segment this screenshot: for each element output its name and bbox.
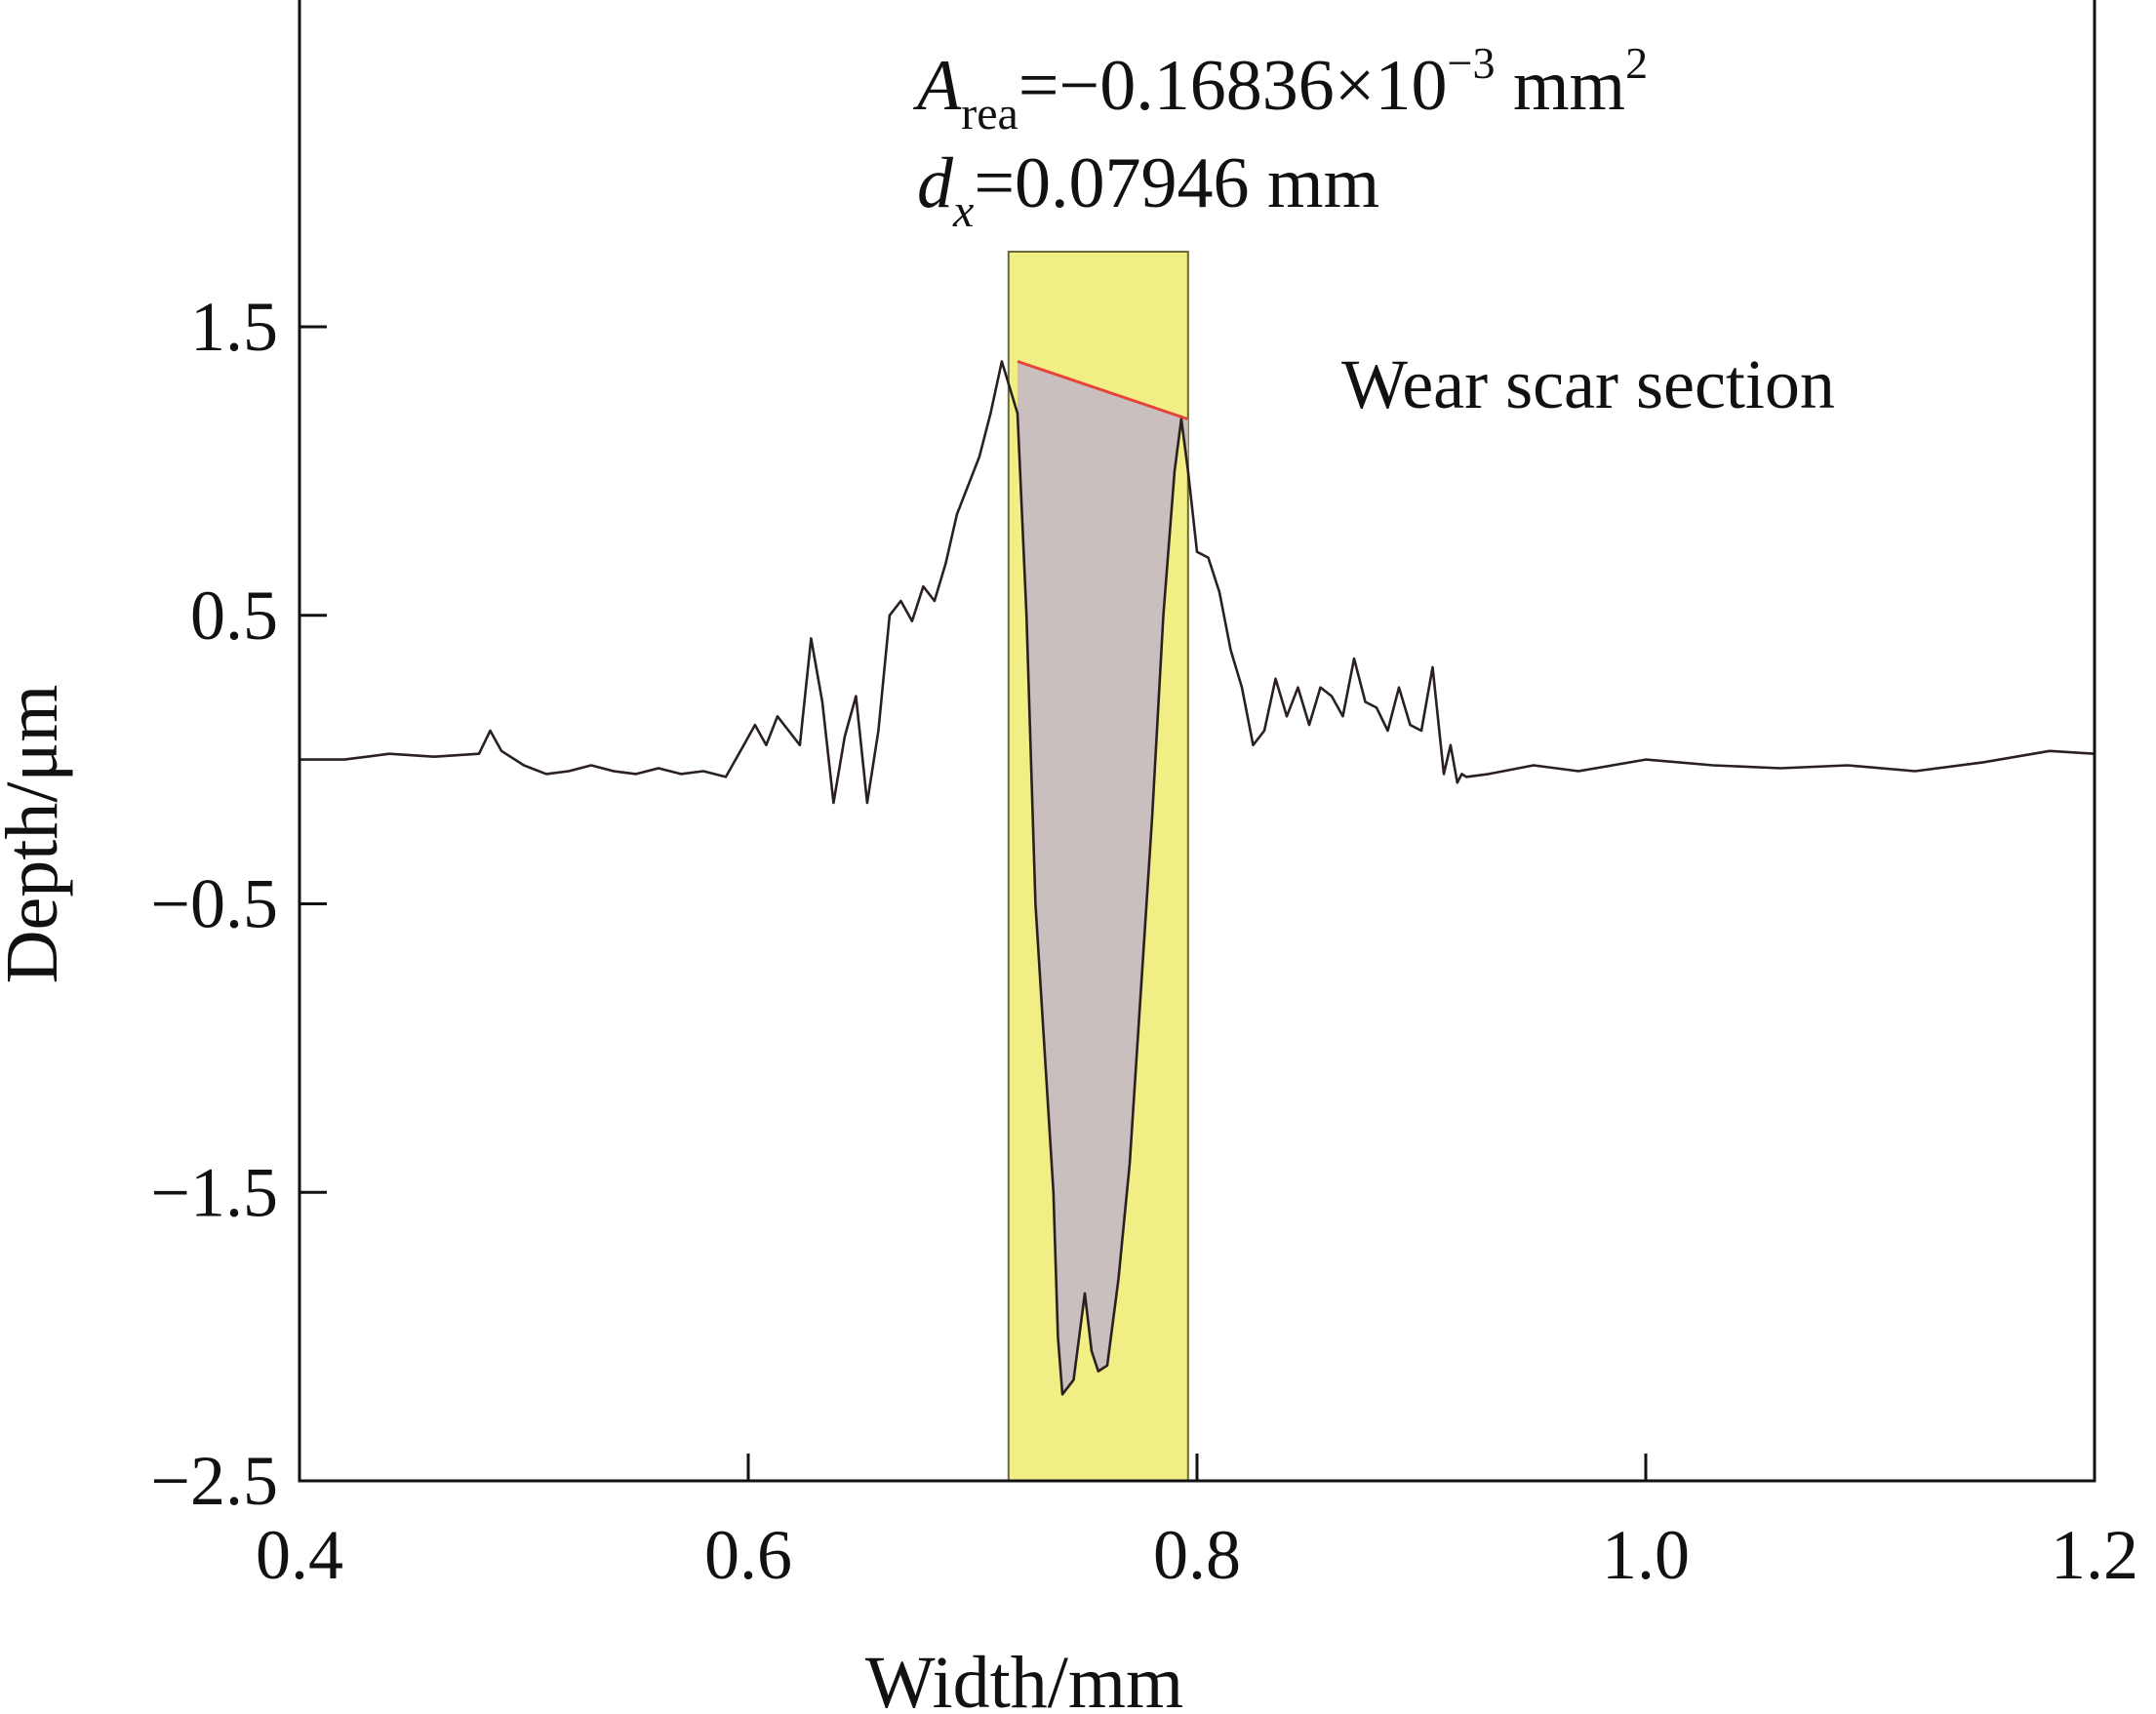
x-axis-title: Width/mm: [865, 1642, 1183, 1714]
baseline-chord-line: [1017, 360, 1189, 421]
depth-series-line: [299, 360, 2096, 1396]
y-tick-label: 0.5: [190, 577, 278, 655]
y-axis-title: Depth/μm: [0, 685, 73, 984]
area-value: =−0.16836×10: [1018, 46, 1448, 126]
area-subscript: rea: [961, 88, 1018, 140]
area-unit: mm: [1495, 46, 1625, 126]
x-tick-label: 0.8: [1153, 1516, 1241, 1594]
x-tick-label: 1.0: [1602, 1516, 1690, 1594]
x-tick-label: 0.4: [256, 1516, 343, 1594]
area-unit-exponent: 2: [1625, 38, 1648, 88]
y-tick-label: −0.5: [150, 865, 278, 943]
area-symbol: A: [912, 46, 962, 126]
dx-annotation: dx=0.07946 mm: [917, 143, 1379, 237]
x-tick-label: 0.6: [704, 1516, 792, 1594]
legend-label: Wear scar section: [1341, 345, 1835, 423]
y-tick-label: 1.5: [190, 288, 278, 366]
dx-symbol: d: [917, 143, 954, 223]
y-tick-label: −1.5: [150, 1153, 278, 1231]
area-exponent: −3: [1448, 38, 1496, 88]
x-tick-label: 1.2: [2051, 1516, 2138, 1594]
y-tick-label: −2.5: [150, 1442, 278, 1520]
x-axis-ticks: 0.4 0.6 0.8 1.0 1.2: [256, 1454, 2138, 1594]
dx-value: =0.07946 mm: [974, 143, 1379, 223]
wear-scar-fill: [1018, 361, 1188, 1395]
area-annotation: Area=−0.16836×10−3 mm2: [912, 38, 1648, 140]
y-axis-ticks: 1.5 0.5 −0.5 −1.5 −2.5: [150, 288, 327, 1520]
dx-subscript: x: [952, 185, 974, 237]
